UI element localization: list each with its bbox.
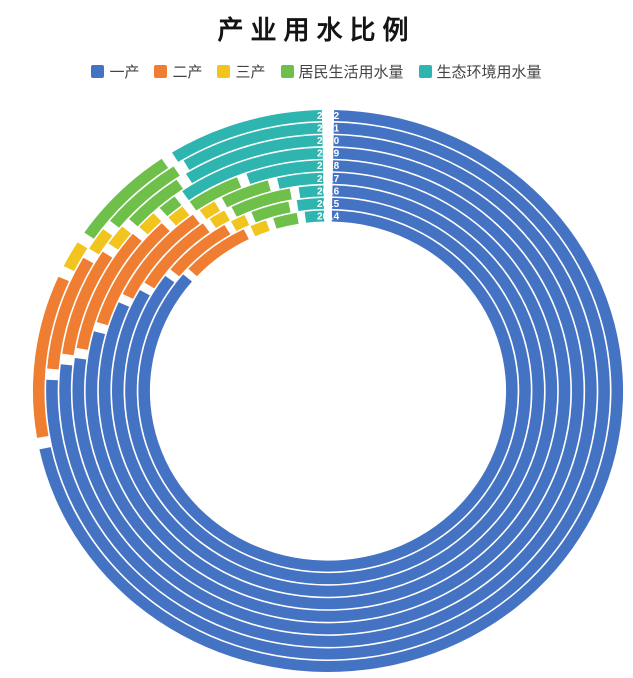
ring-2018-segment-三产[interactable] bbox=[168, 206, 190, 226]
ring-2018-segment-居民生活用水量[interactable] bbox=[189, 177, 242, 211]
legend-item-生态环境用水量[interactable]: 生态环境用水量 bbox=[418, 61, 542, 82]
ring-2022-segment-三产[interactable] bbox=[63, 242, 88, 271]
ring-2021-segment-二产[interactable] bbox=[47, 257, 94, 370]
legend-label: 一产 bbox=[109, 64, 140, 81]
ring-label-2016: 2016 bbox=[317, 186, 340, 197]
ring-2016-segment-二产[interactable] bbox=[144, 223, 210, 289]
ring-label-2020: 2020 bbox=[317, 136, 340, 147]
ring-label-2015: 2015 bbox=[317, 199, 340, 210]
ring-2019-segment-三产[interactable] bbox=[139, 213, 162, 235]
rings-group bbox=[32, 110, 624, 672]
legend-item-一产[interactable]: 一产 bbox=[91, 61, 139, 82]
ring-2017-segment-居民生活用水量[interactable] bbox=[221, 180, 271, 208]
ring-2021-segment-居民生活用水量[interactable] bbox=[110, 166, 180, 228]
ring-2019-segment-生态环境用水量[interactable] bbox=[182, 147, 323, 201]
legend-label: 生态环境用水量 bbox=[436, 64, 542, 81]
ring-2020-segment-三产[interactable] bbox=[108, 226, 132, 250]
ring-2017-segment-三产[interactable] bbox=[199, 201, 221, 220]
legend-swatch-icon bbox=[280, 65, 294, 78]
ring-2014-segment-二产[interactable] bbox=[188, 229, 249, 277]
ring-label-2022: 2022 bbox=[317, 111, 340, 122]
legend-item-居民生活用水量[interactable]: 居民生活用水量 bbox=[280, 61, 404, 82]
ring-2022-segment-生态环境用水量[interactable] bbox=[172, 110, 323, 162]
chart-title: 产业用水比例 bbox=[217, 15, 416, 45]
legend-swatch-icon bbox=[91, 65, 105, 78]
ring-2018-segment-生态环境用水量[interactable] bbox=[246, 160, 324, 185]
legend-label: 居民生活用水量 bbox=[298, 64, 404, 81]
legend-swatch-icon bbox=[217, 65, 231, 78]
ring-2016-segment-居民生活用水量[interactable] bbox=[231, 188, 292, 217]
ring-2019-segment-居民生活用水量[interactable] bbox=[159, 196, 182, 217]
ring-label-2019: 2019 bbox=[317, 149, 340, 160]
ring-2021-segment-生态环境用水量[interactable] bbox=[183, 122, 323, 170]
ring-2014-segment-三产[interactable] bbox=[250, 220, 270, 237]
ring-2022-segment-居民生活用水量[interactable] bbox=[84, 158, 169, 239]
ring-2021-segment-三产[interactable] bbox=[89, 229, 113, 255]
ring-2017-segment-二产[interactable] bbox=[122, 214, 200, 299]
ring-label-2021: 2021 bbox=[317, 124, 340, 135]
ring-2016-segment-生态环境用水量[interactable] bbox=[298, 185, 324, 199]
ring-2020-segment-二产[interactable] bbox=[62, 251, 113, 356]
legend-item-二产[interactable]: 二产 bbox=[154, 61, 202, 82]
ring-2020-segment-生态环境用水量[interactable] bbox=[185, 135, 323, 184]
ring-2016-segment-三产[interactable] bbox=[209, 210, 230, 229]
legend: 一产 二产 三产 居民生活用水量 生态环境用水量 bbox=[0, 61, 633, 82]
ring-label-2017: 2017 bbox=[317, 174, 340, 185]
legend-swatch-icon bbox=[154, 65, 168, 78]
ring-2015-segment-居民生活用水量[interactable] bbox=[251, 201, 291, 223]
ring-2014-segment-生态环境用水量[interactable] bbox=[304, 210, 325, 223]
ring-label-2018: 2018 bbox=[317, 161, 340, 172]
legend-label: 三产 bbox=[235, 64, 266, 81]
ring-2020-segment-居民生活用水量[interactable] bbox=[129, 179, 184, 227]
legend-label: 二产 bbox=[172, 64, 203, 81]
legend-item-三产[interactable]: 三产 bbox=[217, 61, 266, 82]
ring-2014-segment-居民生活用水量[interactable] bbox=[273, 212, 299, 229]
ring-2017-segment-生态环境用水量[interactable] bbox=[277, 172, 324, 189]
legend-swatch-icon bbox=[418, 65, 432, 78]
ring-2019-segment-二产[interactable] bbox=[76, 233, 142, 350]
ring-2015-segment-生态环境用水量[interactable] bbox=[296, 197, 324, 212]
ring-2018-segment-二产[interactable] bbox=[96, 223, 170, 326]
ring-2015-segment-三产[interactable] bbox=[230, 214, 250, 232]
ring-2022-segment-二产[interactable] bbox=[32, 276, 70, 438]
ring-2015-segment-二产[interactable] bbox=[170, 224, 231, 277]
ring-label-2014: 2014 bbox=[317, 211, 340, 222]
